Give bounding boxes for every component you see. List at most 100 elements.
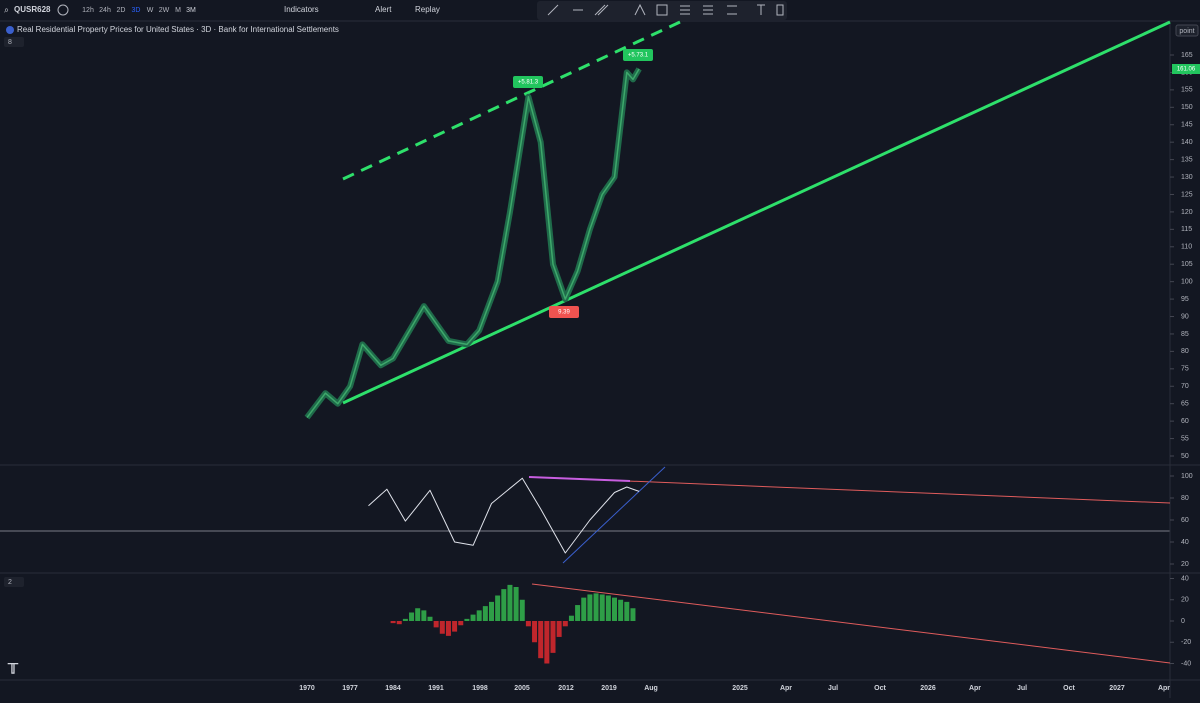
time-label: 1970: [299, 685, 315, 692]
interval[interactable]: W: [147, 7, 154, 14]
price-tick-label: 140: [1181, 139, 1193, 146]
hist-bar: [495, 595, 501, 621]
price-tick-label: 85: [1181, 331, 1189, 338]
hist-bar: [445, 621, 451, 636]
time-label: Apr: [780, 685, 792, 692]
price-tick-label: 145: [1181, 122, 1193, 129]
annotation-box: [623, 49, 653, 61]
price-tick-label: 75: [1181, 366, 1189, 373]
time-label: Apr: [969, 685, 981, 692]
interval[interactable]: 12h: [82, 7, 94, 14]
osc-trend-line: [528, 476, 1171, 504]
osc-tick-label: 60: [1181, 517, 1189, 524]
hist-bar: [519, 599, 525, 621]
hist-bar: [482, 606, 488, 621]
hist-bar: [415, 608, 421, 621]
hist-bar: [464, 618, 470, 621]
interval[interactable]: 2D: [117, 7, 126, 14]
price-tick-label: 150: [1181, 104, 1193, 111]
hist-bar: [556, 621, 562, 637]
price-tick-label: 80: [1181, 348, 1189, 355]
time-label: 1977: [342, 685, 358, 692]
drawing-tools: [547, 3, 784, 16]
pane-count: 8: [8, 39, 12, 46]
osc-support: [562, 466, 666, 564]
osc-tick-label: 100: [1181, 473, 1193, 480]
time-label: Oct: [874, 685, 886, 692]
hist-bar: [624, 601, 630, 621]
price-tick-label: 165: [1181, 52, 1193, 59]
text-tool[interactable]: [757, 4, 765, 15]
interval[interactable]: 3D: [132, 7, 141, 14]
hist-tick-label: 20: [1181, 597, 1189, 604]
price-tick-label: 125: [1181, 191, 1193, 198]
time-label: Oct: [1063, 685, 1075, 692]
hist-bar: [452, 621, 458, 632]
fib-tool[interactable]: [680, 5, 690, 15]
last-price: 161.06: [1177, 67, 1196, 73]
price-tick-label: 135: [1181, 156, 1193, 163]
pane-toggle[interactable]: [4, 37, 24, 47]
price-tick-label: 120: [1181, 209, 1193, 216]
price-tick-label: 55: [1181, 435, 1189, 442]
pitchfork-tool[interactable]: [634, 3, 646, 16]
hist-bar: [390, 621, 396, 624]
osc-tick-label: 20: [1181, 561, 1189, 568]
hist-bar: [470, 614, 476, 621]
range-tool[interactable]: [727, 5, 737, 15]
interval[interactable]: 2W: [159, 7, 170, 14]
interval[interactable]: 3M: [186, 7, 196, 14]
indicators-button[interactable]: Indicators: [284, 5, 319, 14]
hist-bar: [568, 615, 574, 621]
trend-line: [342, 20, 1171, 405]
price-tick-label: 105: [1181, 261, 1193, 268]
annotation: 9.39: [558, 310, 570, 316]
hist-bar: [605, 595, 611, 621]
search-icon[interactable]: ⌕: [4, 4, 9, 14]
channel-tool[interactable]: [594, 4, 609, 16]
chart-title: Real Residential Property Prices for Uni…: [17, 25, 339, 34]
alert-button[interactable]: Alert: [375, 5, 392, 14]
trend-tool[interactable]: [547, 4, 559, 16]
marker-tool[interactable]: [776, 4, 784, 16]
scale-mode[interactable]: [1175, 24, 1199, 37]
hist-bar: [507, 584, 513, 621]
time-label: 2026: [920, 685, 936, 692]
hist-tick-label: 0: [1181, 618, 1185, 625]
interval[interactable]: M: [175, 7, 181, 14]
annotation: +5.81.3: [518, 80, 539, 86]
hist-bar: [421, 610, 427, 621]
time-label: 2019: [601, 685, 617, 692]
time-label: 1991: [428, 685, 444, 692]
hist-bar: [630, 608, 636, 621]
hist-bar: [538, 621, 544, 659]
price-tick-label: 130: [1181, 174, 1193, 181]
hist-bar: [501, 589, 507, 621]
hist-bar: [544, 621, 550, 664]
replay-button[interactable]: Replay: [415, 5, 440, 14]
add-symbol[interactable]: [57, 4, 69, 16]
time-label: 2012: [558, 685, 574, 692]
osc-divergence: [528, 476, 631, 482]
hist-bar: [618, 599, 624, 621]
time-label: 1998: [472, 685, 488, 692]
hist-tick-label: -20: [1181, 639, 1191, 646]
hist-bar: [458, 621, 464, 626]
hist-bar: [575, 605, 581, 621]
flag-icon: [6, 26, 14, 34]
hist-bar: [402, 618, 408, 621]
rect-tool[interactable]: [656, 4, 668, 16]
pane-toggle[interactable]: [4, 577, 24, 587]
interval[interactable]: 24h: [99, 7, 111, 14]
price-tick-label: 90: [1181, 313, 1189, 320]
gann-tool[interactable]: [703, 5, 713, 15]
price-tick-label: 65: [1181, 401, 1189, 408]
price-tick-label: 50: [1181, 453, 1189, 460]
symbol[interactable]: QUSR628: [14, 5, 51, 14]
hist-tick-label: 40: [1181, 575, 1189, 582]
price-tick-label: 110: [1181, 244, 1192, 251]
time-label: 1984: [385, 685, 401, 692]
price-tick-label: 60: [1181, 418, 1189, 425]
logo: 𝕋: [7, 661, 19, 677]
